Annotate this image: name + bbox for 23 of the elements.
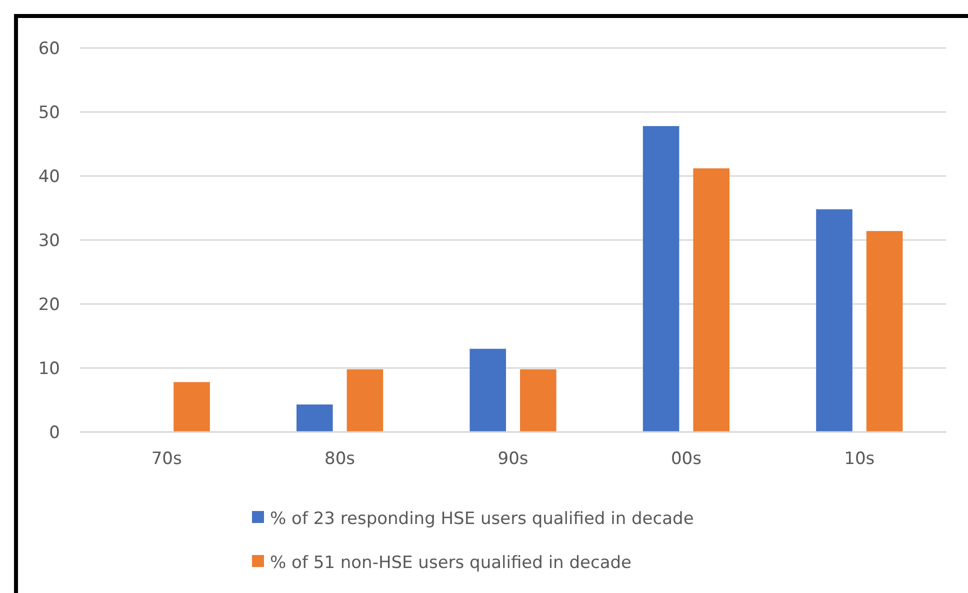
y-tick-label: 40 [38, 166, 60, 187]
bar [642, 126, 680, 432]
bar [296, 404, 333, 432]
y-tick-label: 0 [49, 422, 60, 443]
legend-label: % of 51 non-HSE users qualified in decade [270, 552, 632, 573]
x-tick-label: 10s [844, 449, 875, 469]
bar [470, 348, 506, 432]
y-tick-label: 50 [38, 102, 60, 123]
x-tick-label: 00s [670, 449, 702, 469]
bar [346, 369, 384, 432]
x-tick-label: 70s [151, 449, 182, 469]
x-tick-label: 90s [498, 449, 528, 469]
y-tick-label: 30 [38, 230, 60, 251]
y-tick-label: 20 [38, 294, 60, 315]
bar [693, 168, 730, 432]
x-tick-label: 80s [324, 449, 356, 469]
legend-label: % of 23 responding HSE users qualified in decade [270, 508, 694, 529]
bar [174, 382, 210, 432]
bar [866, 231, 903, 432]
bar [520, 369, 556, 432]
y-tick-label: 10 [38, 358, 60, 379]
bar [816, 209, 852, 432]
y-tick-label: 60 [38, 38, 60, 59]
